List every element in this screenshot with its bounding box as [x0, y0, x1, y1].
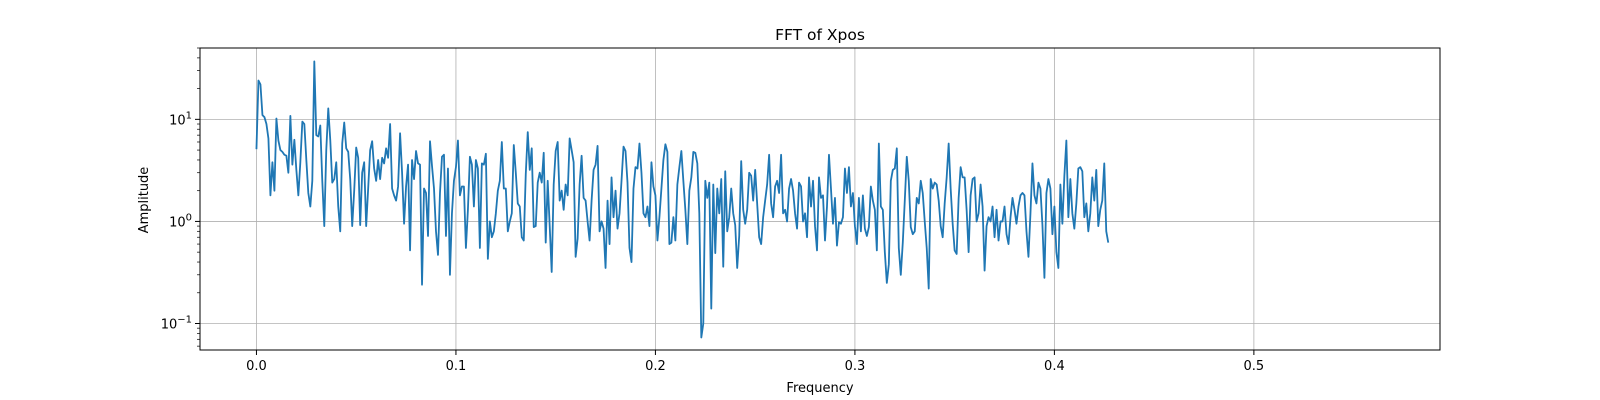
x-tick-label: 0.1 — [446, 359, 467, 374]
plot-frame — [199, 47, 1441, 351]
ticks: 0.0 0.1 0.2 0.3 0.4 0.5 101 100 10−1 — [161, 47, 1265, 374]
chart-title: FFT of Xpos — [775, 26, 865, 44]
x-axis-label: Frequency — [786, 381, 853, 396]
y-tick-label: 100 — [169, 212, 192, 230]
x-tick-label: 0.0 — [246, 359, 267, 374]
y-axis-label: Amplitude — [137, 167, 152, 234]
series-line-fft — [255, 60, 1110, 339]
y-tick-label: 10−1 — [161, 314, 192, 332]
y-tick-label: 101 — [169, 110, 192, 128]
x-tick-label: 0.4 — [1044, 359, 1065, 374]
grid — [200, 48, 1440, 350]
x-tick-label: 0.3 — [845, 359, 866, 374]
x-tick-label: 0.2 — [645, 359, 666, 374]
x-tick-label: 0.5 — [1244, 359, 1265, 374]
